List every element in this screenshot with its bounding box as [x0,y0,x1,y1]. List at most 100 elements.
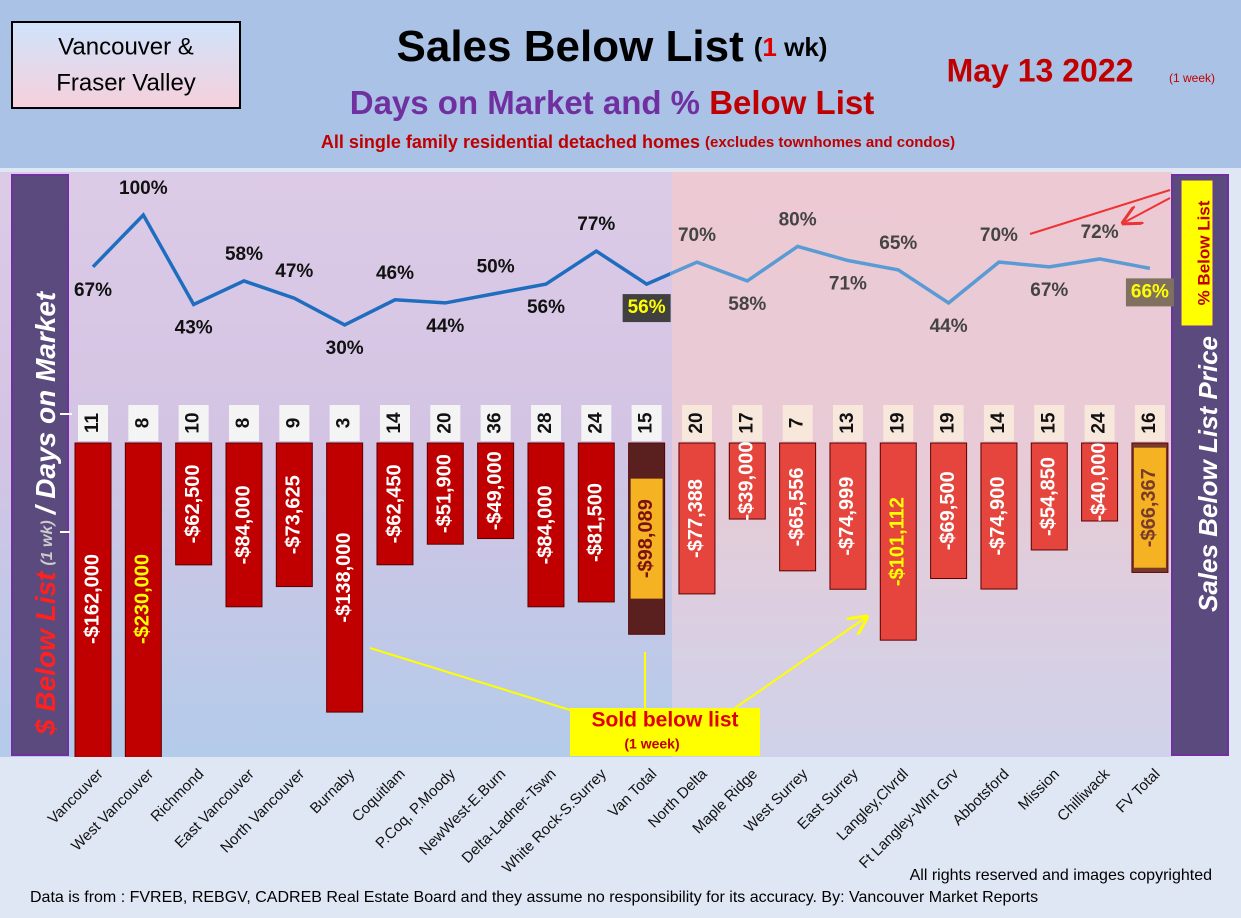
bar [426,442,464,545]
days-label: 17 [736,412,757,433]
days-box [78,405,108,441]
annotation: (1 week) [624,736,679,752]
bar [477,442,515,540]
days-label: 36 [485,412,506,433]
days-label: 24 [1089,412,1110,434]
value-label: -$39,000 [736,442,758,521]
value-label: -$81,500 [585,483,607,562]
subtitle: Days on Market and % Below List [350,84,874,121]
bar [74,442,112,757]
days-box [581,405,612,441]
value-label: -$77,388 [685,479,707,558]
line-label-arrow [1029,189,1171,234]
date-note: (1 week) [1169,71,1215,85]
bar [275,442,313,588]
bar [175,442,213,566]
bar [577,442,615,603]
bar [124,442,162,757]
bar [1030,442,1068,551]
days-box [983,405,1014,441]
days-label: 10 [183,412,204,433]
value-label: -$69,500 [937,471,959,550]
value-label: 67% [1030,280,1068,301]
value-label: 72% [1081,222,1119,243]
description-part: (excludes townhomes and condos) [705,134,955,151]
days-box [530,405,561,441]
description: All single family residential detached h… [321,132,955,152]
days-label: 11 [82,413,103,434]
value-label: -$84,000 [232,485,254,564]
value-label: -$230,000 [132,554,154,644]
bar [779,442,817,572]
line-label-box [1180,179,1214,327]
bar [527,442,565,608]
value-label: -$84,000 [534,485,556,564]
days-box [279,405,310,441]
y-label-part: (1 wk) [39,520,56,565]
value-label: -$40,000 [1088,443,1110,522]
value-label-box [622,294,671,323]
days-label: 14 [988,412,1009,434]
value-label: 71% [829,274,867,295]
days-box [1034,405,1065,441]
days-label: 19 [938,412,959,433]
value-label: 43% [175,318,213,339]
days-label: 24 [585,412,606,434]
days-box [178,405,209,441]
value-label: -$62,450 [383,464,405,543]
value-label: -$51,900 [434,454,456,533]
y-axis-label: $ Below List (1 wk) / Days on Market [30,290,61,736]
value-label: 58% [728,294,766,315]
y2-axis-label: Sales Below List Price [1193,336,1223,612]
title-note: wk) [777,32,828,62]
value-label: 46% [376,263,414,284]
bar [980,442,1018,590]
value-label: -$62,500 [182,464,204,543]
value-label: 44% [426,316,464,337]
value-label: 70% [678,225,716,246]
days-label: 20 [686,412,707,433]
value-label: 58% [225,244,263,265]
line-label: % Below List [1194,200,1213,305]
value-label: 80% [779,209,817,230]
bar [879,442,917,641]
bar [376,442,414,566]
value-label: 44% [930,316,968,337]
annotation-box [570,708,760,756]
value-label-box [1133,447,1166,568]
value-label: -$74,900 [987,477,1009,556]
value-label: 66% [1131,281,1169,302]
bar [326,442,364,713]
days-box [631,405,662,441]
value-label: 77% [577,214,615,235]
days-box [832,405,863,441]
value-label: 30% [326,338,364,359]
subtitle-part: Days on Market and % [350,84,709,121]
region: Vancouver & [58,33,194,60]
value-label: 47% [275,261,313,282]
days-box [1084,405,1115,441]
region: Fraser Valley [56,69,196,96]
days-box [128,405,159,441]
value-label: 70% [980,225,1018,246]
date: May 13 2022 [947,52,1134,88]
value-label-box [1125,278,1174,307]
days-box [782,405,813,441]
title-main: Sales Below List [397,22,745,71]
value-label: -$66,367 [1138,468,1160,547]
value-label: 56% [628,297,666,318]
days-label: 9 [283,418,304,429]
days-box [329,405,360,441]
value-label: -$162,000 [81,554,103,644]
days-label: 15 [636,412,657,434]
days-box [933,405,964,441]
source-note: Data is from : FVREB, REBGV, CADREB Real… [30,889,1038,906]
title-note: 1 [762,32,776,62]
days-label: 7 [787,418,808,429]
value-label: 50% [477,257,515,278]
y-label-part: $ Below List [30,570,61,736]
value-label: 56% [527,297,565,318]
days-box [228,405,259,441]
value-label: -$98,089 [635,499,657,578]
